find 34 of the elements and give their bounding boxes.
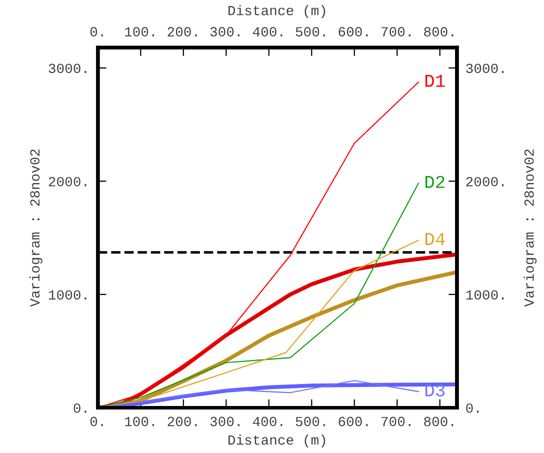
x-axis-title: Distance (m) [228, 434, 326, 448]
y2-tick-label: 2000. [466, 176, 504, 186]
y-tick-label: 3000. [48, 64, 86, 74]
x2-tick-label: 700. [382, 27, 410, 36]
x-tick-label: 200. [168, 416, 197, 426]
x-tick-label: 800. [424, 416, 454, 426]
x-tick-label: 400. [252, 416, 282, 426]
x2-tick-label: 400. [252, 27, 282, 36]
y2-axis-title: Variogram : 28nov02 [524, 149, 537, 307]
y2-tick-label: 0. [466, 403, 479, 413]
series-label: D1 [425, 74, 445, 87]
series-label: D2 [425, 176, 444, 188]
x2-tick-label: 200. [168, 27, 197, 36]
series-label: D3 [425, 384, 445, 396]
y-tick-label: 1000. [48, 290, 86, 300]
y-axis-title: Variogram : 28nov02 [29, 149, 42, 307]
x-tick-label: 500. [296, 416, 325, 426]
x2-tick-label: 300. [210, 27, 240, 36]
x2-tick-label: 100. [124, 27, 154, 36]
x2-tick-label: 500. [296, 27, 325, 36]
x-tick-label: 100. [124, 416, 154, 426]
y2-tick-label: 1000. [466, 290, 504, 300]
series-label: D4 [425, 233, 445, 245]
x-tick-label: 300. [210, 416, 240, 426]
x-tick-label: 600. [338, 416, 368, 426]
x-tick-label: 0. [90, 416, 103, 426]
x2-axis-title: Distance (m) [228, 5, 326, 18]
x2-tick-label: 600. [338, 27, 368, 36]
y2-tick-label: 3000. [466, 64, 504, 74]
y-tick-label: 2000. [48, 176, 86, 186]
x-tick-label: 700. [382, 416, 410, 426]
x2-tick-label: 0. [90, 27, 103, 36]
y-tick-label: 0. [74, 403, 86, 413]
x2-tick-label: 800. [424, 27, 454, 36]
